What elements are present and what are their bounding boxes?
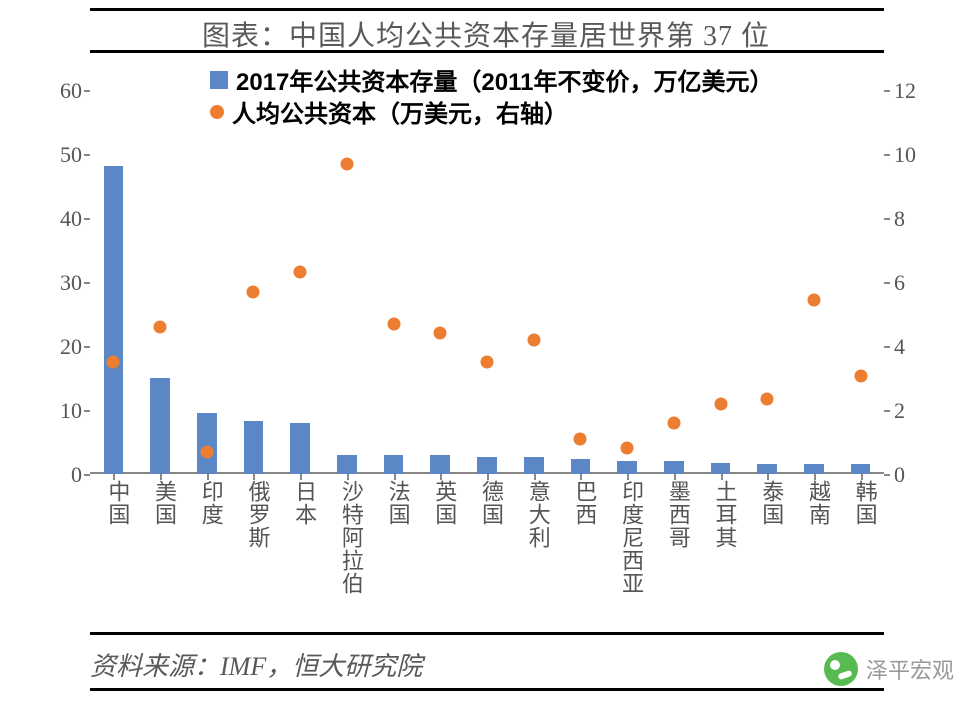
x-category-label: 印度 [195, 480, 227, 526]
ytick-right: 4 [894, 334, 934, 360]
dot [714, 397, 727, 410]
ytick-left-mark [84, 154, 90, 156]
dot [247, 285, 260, 298]
bar [524, 457, 544, 474]
ytick-left-mark [84, 218, 90, 220]
x-category-label: 越南 [802, 480, 834, 526]
chart-title: 图表：中国人均公共资本存量居世界第 37 位 [0, 14, 972, 54]
watermark: 泽平宏观 [824, 652, 954, 686]
x-category-label: 中国 [101, 480, 133, 526]
dot [340, 157, 353, 170]
rule-top [90, 8, 884, 11]
dot [807, 293, 820, 306]
x-category-label: 土耳其 [709, 480, 741, 549]
x-category-label: 俄罗斯 [241, 480, 273, 549]
dot [761, 392, 774, 405]
ytick-right-mark [884, 410, 890, 412]
bar [290, 423, 310, 474]
dot [667, 416, 680, 429]
bar-swatch-icon [210, 71, 228, 89]
ytick-left-mark [84, 90, 90, 92]
ytick-right-mark [884, 154, 890, 156]
dot [574, 432, 587, 445]
x-category-label: 日本 [288, 480, 320, 526]
wechat-icon [824, 652, 858, 686]
ytick-left-mark [84, 282, 90, 284]
x-category-label: 法国 [382, 480, 414, 526]
dot [621, 442, 634, 455]
ytick-right-mark [884, 218, 890, 220]
ytick-left: 50 [42, 142, 82, 168]
ytick-left: 40 [42, 206, 82, 232]
bar [197, 413, 217, 474]
ytick-left-mark [84, 410, 90, 412]
watermark-text: 泽平宏观 [866, 653, 954, 685]
dot [154, 320, 167, 333]
dot [387, 317, 400, 330]
dot [294, 266, 307, 279]
ytick-right-mark [884, 346, 890, 348]
x-category-label: 英国 [428, 480, 460, 526]
x-category-label: 泰国 [755, 480, 787, 526]
bar [104, 166, 124, 474]
bar [430, 455, 450, 474]
ytick-left-mark [84, 346, 90, 348]
ytick-right-mark [884, 474, 890, 476]
bar [757, 464, 777, 474]
bar [571, 459, 591, 474]
ytick-right: 10 [894, 142, 934, 168]
dot [527, 333, 540, 346]
dot [107, 356, 120, 369]
bar [244, 421, 264, 474]
ytick-right: 0 [894, 462, 934, 488]
source-line: 资料来源：IMF，恒大研究院 [90, 646, 422, 683]
x-category-label: 美国 [148, 480, 180, 526]
rule-mid [90, 50, 884, 53]
bar [477, 457, 497, 474]
dot [200, 445, 213, 458]
ytick-right: 6 [894, 270, 934, 296]
plot-area: 0102030405060024681012 [90, 90, 884, 474]
ytick-right: 2 [894, 398, 934, 424]
dot [434, 327, 447, 340]
ytick-right-mark [884, 90, 890, 92]
rule-bot2 [90, 688, 884, 691]
dot [854, 370, 867, 383]
x-category-label: 德国 [475, 480, 507, 526]
bar [711, 463, 731, 474]
ytick-right: 12 [894, 78, 934, 104]
x-category-label: 沙特阿拉伯 [335, 480, 367, 595]
ytick-left-mark [84, 474, 90, 476]
bar [851, 464, 871, 474]
ytick-left: 30 [42, 270, 82, 296]
ytick-left: 60 [42, 78, 82, 104]
x-category-label: 韩国 [849, 480, 881, 526]
ytick-left: 0 [42, 462, 82, 488]
ytick-left: 20 [42, 334, 82, 360]
ytick-right: 8 [894, 206, 934, 232]
bar [384, 455, 404, 474]
chart-frame: 图表：中国人均公共资本存量居世界第 37 位 2017年公共资本存量（2011年… [0, 0, 972, 704]
rule-bot1 [90, 632, 884, 635]
ytick-right-mark [884, 282, 890, 284]
bar [617, 461, 637, 474]
x-category-label: 意大利 [522, 480, 554, 549]
x-category-label: 印度尼西亚 [615, 480, 647, 595]
bar [150, 378, 170, 474]
x-category-label: 巴西 [568, 480, 600, 526]
dot [481, 356, 494, 369]
bar [664, 461, 684, 474]
ytick-left: 10 [42, 398, 82, 424]
x-category-label: 墨西哥 [662, 480, 694, 549]
bar [804, 464, 824, 474]
bar [337, 455, 357, 474]
